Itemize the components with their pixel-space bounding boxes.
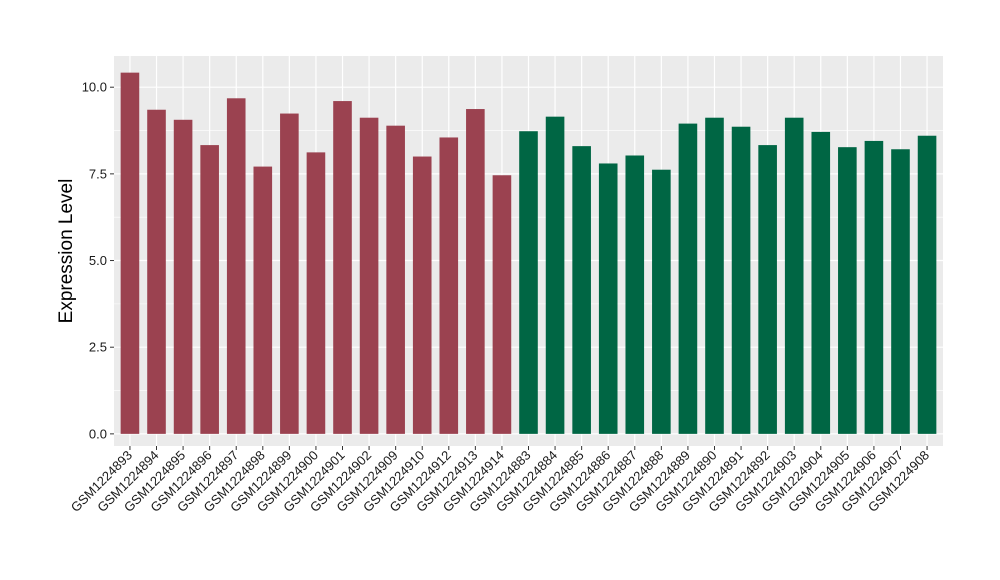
y-tick-label: 2.5 — [89, 340, 107, 355]
bar-GSM1224902 — [359, 117, 379, 434]
bar-GSM1224893 — [120, 72, 140, 434]
y-tick-label: 5.0 — [89, 253, 107, 268]
y-tick-label: 7.5 — [89, 166, 107, 181]
bar-GSM1224892 — [758, 145, 777, 434]
bar-GSM1224900 — [306, 152, 326, 434]
bar-GSM1224906 — [864, 140, 884, 434]
bar-GSM1224913 — [466, 109, 485, 434]
bar-GSM1224912 — [439, 137, 459, 434]
bar-GSM1224904 — [811, 131, 831, 434]
bar-GSM1224914 — [492, 175, 512, 434]
bar-GSM1224895 — [173, 119, 193, 434]
bar-GSM1224883 — [519, 131, 538, 434]
bar-GSM1224905 — [838, 147, 857, 434]
bar-GSM1224901 — [333, 101, 352, 434]
bar-GSM1224891 — [731, 126, 751, 434]
bar-GSM1224910 — [412, 156, 432, 434]
bar-GSM1224894 — [147, 109, 166, 434]
y-axis-title: Expression Level — [56, 179, 77, 324]
bar-GSM1224896 — [200, 145, 219, 434]
y-tick-label: 0.0 — [89, 426, 107, 441]
bar-GSM1224885 — [572, 146, 591, 434]
bar-GSM1224884 — [545, 116, 565, 434]
y-axis: 0.0 2.5 5.0 7.5 10.0 — [82, 80, 114, 441]
bar-GSM1224890 — [705, 117, 724, 434]
bar-GSM1224889 — [678, 123, 698, 434]
bar-GSM1224907 — [891, 149, 910, 434]
y-tick-label: 10.0 — [82, 80, 107, 95]
bar-GSM1224899 — [280, 113, 299, 434]
bar-GSM1224897 — [226, 98, 246, 434]
x-axis: GSM1224893GSM1224894GSM1224895GSM1224896… — [68, 446, 932, 515]
bar-GSM1224903 — [784, 117, 804, 434]
bars — [120, 72, 937, 434]
bar-GSM1224887 — [625, 155, 645, 434]
bar-GSM1224886 — [598, 163, 618, 434]
bar-GSM1224888 — [652, 169, 671, 434]
bar-GSM1224898 — [253, 166, 273, 434]
bar-GSM1224908 — [917, 135, 937, 434]
bar-GSM1224909 — [386, 125, 405, 434]
